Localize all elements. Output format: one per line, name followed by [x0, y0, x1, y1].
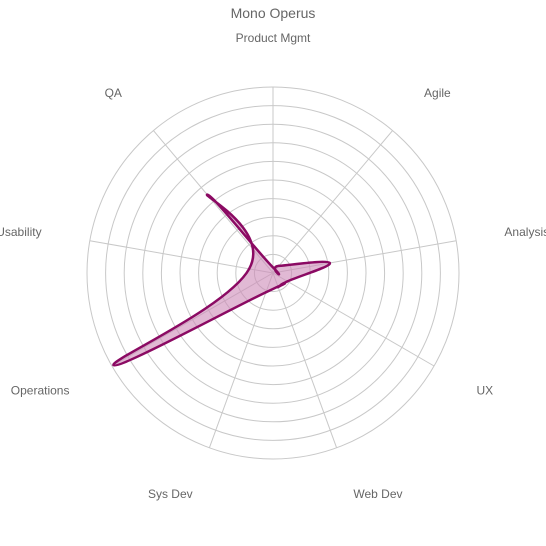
- series-area: [112, 193, 332, 367]
- axis-label: Sys Dev: [148, 487, 193, 501]
- data-point: [277, 264, 281, 268]
- axis-labels: Product Mgmt Agile Analysis UX Web Dev Sys De…: [0, 31, 546, 501]
- axis-spoke: [89, 240, 274, 274]
- axis-spoke: [272, 272, 338, 448]
- axis-label: QA: [105, 86, 122, 100]
- data-point: [112, 363, 115, 367]
- axis-spoke: [208, 272, 274, 448]
- radar-grid: [86, 86, 460, 460]
- axis-spoke: [272, 130, 393, 274]
- axis-label: Analysis: [504, 225, 546, 239]
- data-point: [247, 267, 251, 270]
- axis-label: Operations: [11, 384, 70, 398]
- chart-title: Mono Operus: [231, 5, 316, 21]
- data-point: [264, 291, 268, 294]
- data-point: [286, 280, 289, 283]
- axis-label: Agile: [424, 86, 451, 100]
- axis-spoke: [272, 272, 435, 367]
- axis-label: UX: [477, 384, 494, 398]
- axis-label: Usability: [0, 225, 42, 239]
- axis-label: Web Dev: [353, 487, 402, 501]
- data-point: [276, 285, 280, 289]
- data-point: [328, 261, 331, 265]
- data-point: [271, 266, 275, 269]
- data-point: [206, 193, 209, 196]
- axis-label: Product Mgmt: [236, 31, 311, 45]
- radar-series: [112, 193, 332, 367]
